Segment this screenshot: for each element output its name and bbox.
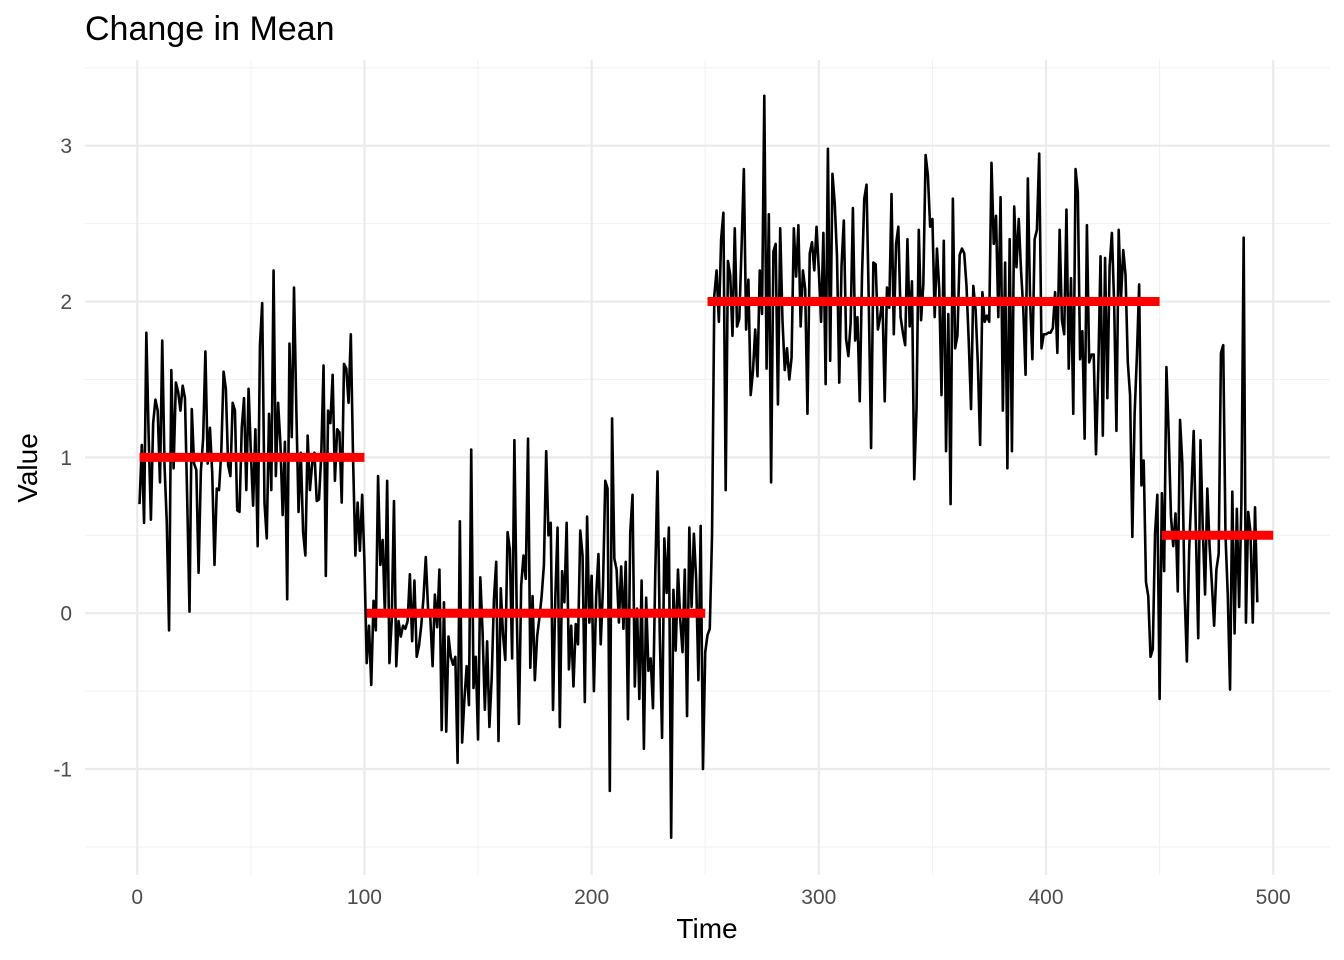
x-tick-label: 100 — [347, 886, 382, 909]
x-tick-label: 200 — [574, 886, 609, 909]
x-tick-label: 400 — [1028, 886, 1063, 909]
x-tick-label: 0 — [131, 886, 143, 909]
y-axis-ticks: -1 0 1 2 3 — [53, 135, 72, 781]
segment-means-layer — [139, 297, 1274, 618]
y-tick-label: 1 — [60, 447, 72, 470]
x-tick-label: 300 — [801, 886, 836, 909]
major-gridlines — [85, 60, 1330, 875]
chart-title: Change in Mean — [85, 10, 335, 48]
series-layer — [138, 94, 1259, 839]
minor-gridlines — [85, 60, 1330, 875]
y-tick-label: 0 — [60, 603, 72, 626]
series-line — [138, 94, 1259, 839]
y-tick-label: 3 — [60, 135, 72, 158]
y-tick-label: 2 — [60, 291, 72, 314]
y-tick-label: -1 — [53, 759, 72, 782]
x-tick-label: 500 — [1256, 886, 1291, 909]
x-axis-title: Time — [676, 913, 737, 944]
x-axis-ticks: 0 100 200 300 400 500 — [131, 886, 1290, 909]
y-axis-title: Value — [12, 433, 43, 503]
